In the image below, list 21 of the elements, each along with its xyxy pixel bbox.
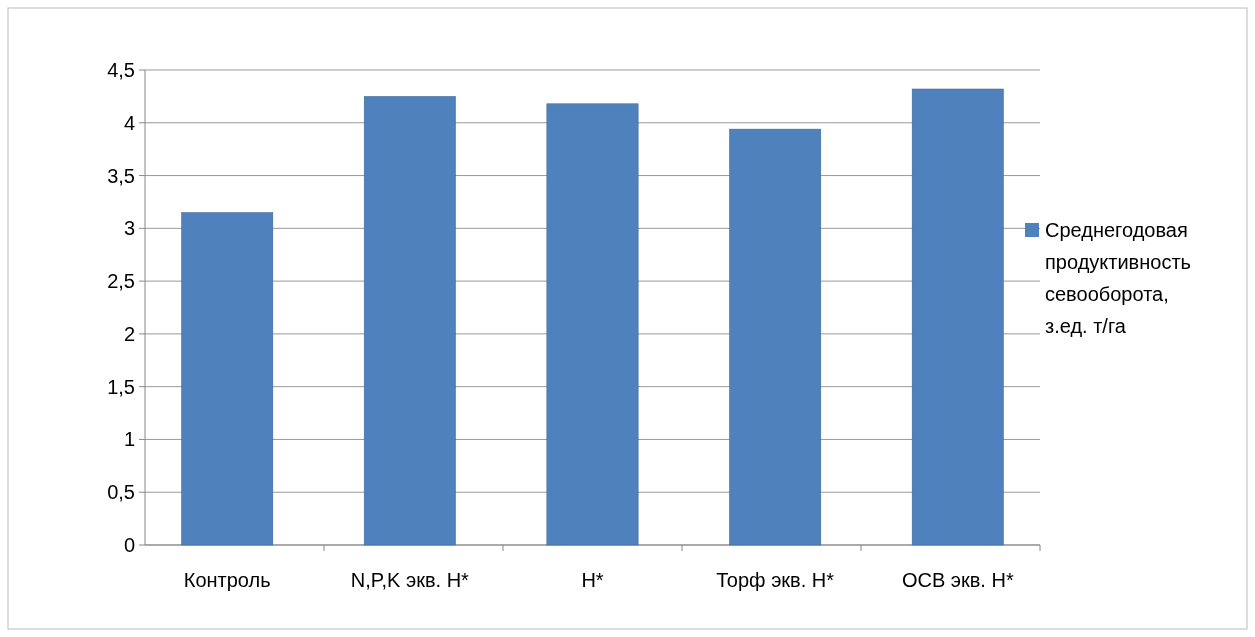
- bar: [363, 96, 456, 546]
- y-tick-label: 3: [123, 217, 135, 240]
- y-tick-label: 1,5: [107, 375, 135, 398]
- y-tick-label: 0,5: [107, 481, 135, 504]
- x-tick-label: Н*: [581, 569, 604, 591]
- y-tick-label: 2,5: [107, 270, 135, 293]
- x-tick-label: N,P,K экв. Н*: [350, 569, 470, 591]
- y-tick-label: 1: [123, 428, 135, 451]
- legend-label: Среднегодовая продуктивность севооборота, з.ед. т/га: [1045, 219, 1191, 337]
- x-tick-label: Торф экв. Н*: [716, 569, 835, 591]
- y-tick-label: 3,5: [107, 164, 135, 187]
- x-tick-label: Контроль: [183, 569, 271, 591]
- y-tick-label: 4: [123, 111, 135, 134]
- x-tick-label: ОСВ экв. Н*: [901, 569, 1014, 591]
- bar: [181, 212, 274, 546]
- y-tick-label: 0: [123, 534, 135, 556]
- bar: [546, 103, 639, 546]
- bar: [729, 128, 822, 546]
- y-tick-label: 2: [123, 322, 135, 345]
- bar: [911, 88, 1004, 546]
- y-tick-label: 4,5: [107, 59, 135, 81]
